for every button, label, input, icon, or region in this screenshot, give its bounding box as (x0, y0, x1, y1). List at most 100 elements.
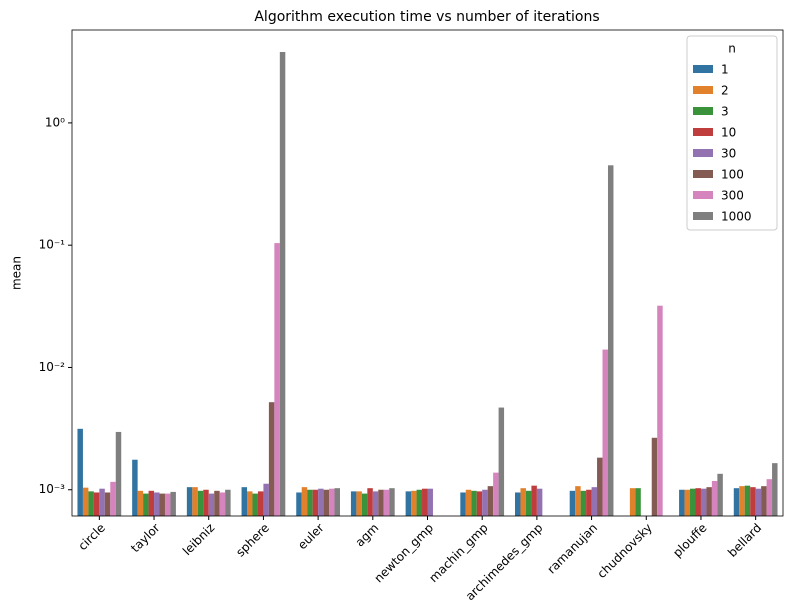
legend-swatch (693, 128, 713, 136)
bar (520, 488, 526, 516)
bar (197, 490, 204, 516)
y-tick-label: 10⁻³ (39, 482, 66, 496)
bar (690, 488, 696, 516)
bar (214, 490, 220, 516)
y-tick-label: 10⁻² (39, 360, 66, 374)
bar (515, 492, 521, 516)
bar (263, 483, 269, 516)
legend-swatch (693, 65, 713, 73)
bar (427, 488, 433, 516)
bar (498, 407, 505, 516)
bar (154, 492, 160, 516)
legend-swatch (693, 170, 713, 178)
bar (99, 488, 105, 516)
legend-swatch (693, 107, 713, 115)
bar (367, 488, 373, 516)
bar (170, 491, 176, 516)
y-axis-label: mean (10, 256, 24, 290)
bar (695, 488, 701, 516)
bar (82, 487, 89, 516)
bar (389, 488, 395, 516)
bar (148, 490, 155, 516)
bar (679, 489, 685, 516)
bar (739, 486, 745, 516)
bar (700, 488, 707, 516)
bar (361, 493, 368, 516)
bar (482, 489, 488, 516)
bar (312, 489, 319, 516)
bar (744, 485, 751, 516)
bar (416, 489, 423, 516)
legend-label: 10 (721, 126, 736, 140)
legend-label: 1 (721, 63, 729, 77)
legend-label: 100 (721, 168, 744, 182)
plot-area (77, 51, 778, 516)
legend-swatch (693, 191, 713, 199)
legend-title: n (728, 42, 736, 56)
bar (307, 489, 313, 516)
bar (296, 492, 302, 516)
x-tick-label: plouffe (670, 521, 709, 560)
legend-swatch (693, 149, 713, 157)
bar (711, 480, 718, 516)
bar (203, 489, 209, 516)
x-tick-label: sphere (233, 521, 272, 560)
bar (93, 492, 100, 516)
bar (104, 492, 111, 516)
y-tick-label: 10⁻¹ (39, 238, 66, 252)
bar (422, 488, 428, 516)
bar (575, 486, 581, 516)
x-tick-label: taylor (128, 521, 163, 556)
x-tick-label: leibniz (180, 521, 217, 558)
x-tick-label: chudnovsky (595, 521, 655, 581)
bar (602, 349, 608, 516)
bar (750, 487, 756, 516)
legend-label: 2 (721, 84, 729, 98)
x-tick-label: euler (295, 521, 327, 553)
legend-label: 1000 (721, 210, 752, 224)
bar (164, 493, 171, 516)
bar (580, 490, 587, 516)
x-tick-label: agm (353, 521, 382, 550)
bar (569, 490, 576, 516)
legend-label: 30 (721, 147, 736, 161)
bar (143, 493, 149, 516)
bar (350, 491, 357, 516)
bar (651, 437, 658, 516)
legend-swatch (693, 86, 713, 94)
bar (684, 489, 691, 516)
bar (110, 481, 116, 516)
bar (208, 493, 215, 516)
bar (159, 493, 165, 516)
bar (493, 472, 499, 516)
bar (323, 489, 330, 516)
bar (192, 487, 198, 516)
bar (772, 463, 778, 516)
y-tick-label: 10⁰ (45, 115, 65, 129)
bar (706, 487, 712, 516)
bar (186, 487, 193, 516)
bar (252, 493, 258, 516)
bar (115, 431, 122, 516)
bar (657, 305, 663, 516)
legend-label: 3 (721, 105, 729, 119)
bar (268, 402, 275, 516)
bar (301, 487, 308, 516)
bar (378, 489, 384, 516)
bar (279, 51, 286, 516)
bar (405, 491, 412, 516)
bar (733, 488, 740, 516)
bar (334, 488, 340, 516)
bar (219, 492, 226, 516)
bar (247, 491, 253, 516)
bar (761, 486, 767, 516)
bar (586, 489, 592, 516)
x-tick-label: circle (75, 521, 107, 553)
bar (460, 492, 466, 516)
bar (318, 488, 324, 516)
bar (383, 489, 390, 516)
legend-box (686, 35, 778, 231)
chart-title: Algorithm execution time vs number of it… (254, 9, 599, 25)
bar (77, 428, 83, 516)
